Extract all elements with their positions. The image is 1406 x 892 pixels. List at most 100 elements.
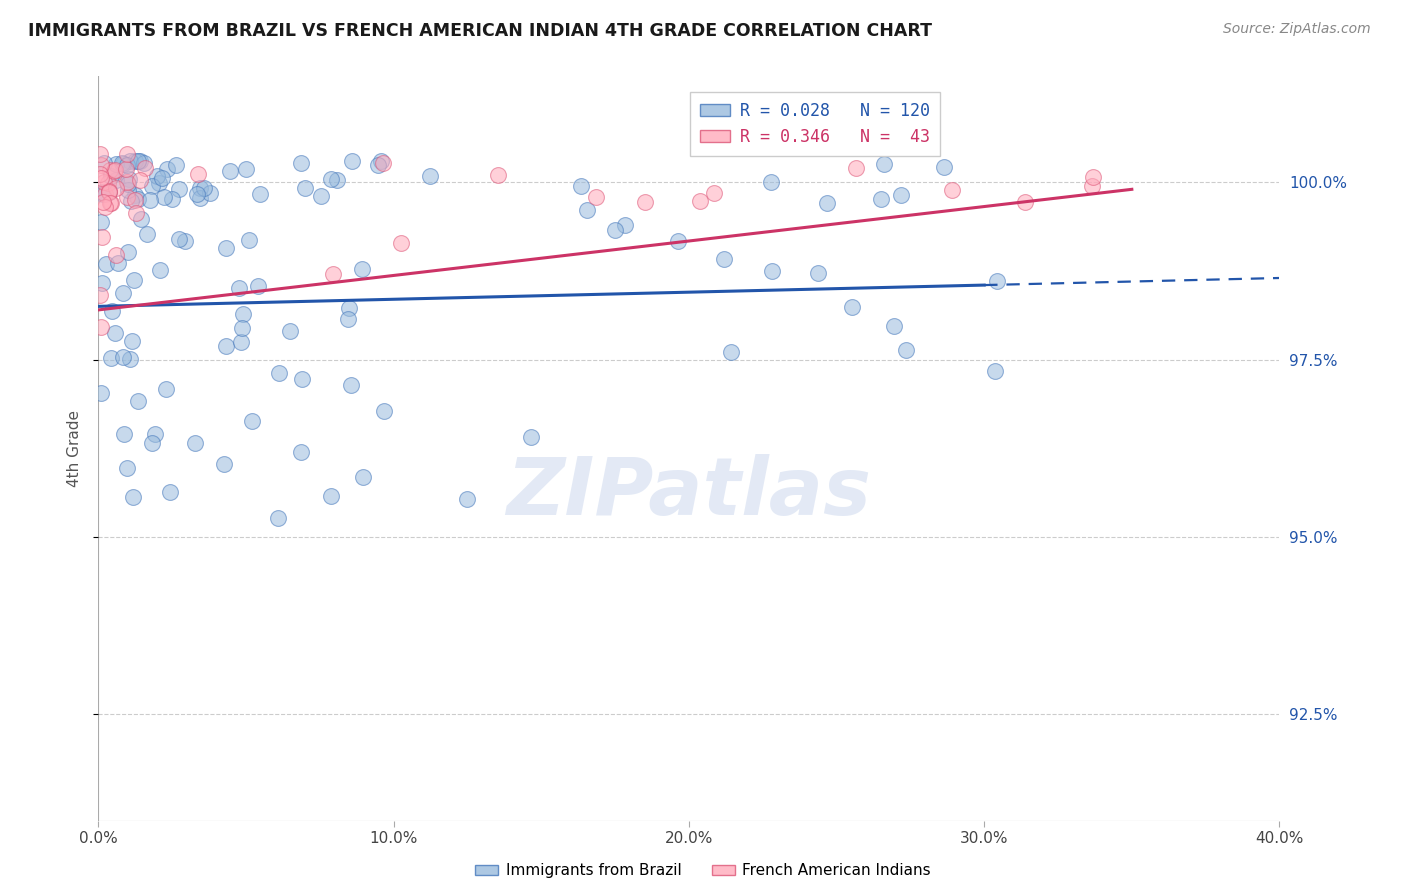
Point	[815, 195, 838, 210]
Point	[117, 183, 139, 197]
Point	[91, 186, 114, 201]
Point	[143, 427, 166, 442]
Point	[91, 185, 114, 199]
Point	[117, 244, 139, 259]
Point	[104, 248, 127, 262]
Point	[187, 168, 209, 182]
Point	[1081, 179, 1104, 194]
Point	[100, 195, 122, 210]
Point	[124, 188, 146, 202]
Point	[141, 178, 163, 193]
Point	[103, 163, 125, 178]
Point	[269, 367, 291, 381]
Point	[214, 457, 236, 471]
Point	[585, 190, 607, 204]
Point	[703, 186, 725, 200]
Point	[1081, 169, 1104, 184]
Point	[389, 235, 412, 250]
Point	[124, 153, 146, 168]
Point	[325, 172, 347, 186]
Point	[107, 256, 129, 270]
Point	[141, 435, 163, 450]
Point	[93, 175, 115, 189]
Point	[215, 241, 238, 255]
Point	[370, 153, 392, 168]
Point	[115, 146, 138, 161]
Point	[228, 281, 250, 295]
Point	[934, 161, 956, 175]
Point	[337, 311, 360, 326]
Point	[246, 278, 269, 293]
Point	[419, 169, 441, 183]
Point	[159, 485, 181, 500]
Point	[986, 274, 1008, 288]
Point	[309, 189, 332, 203]
Point	[456, 491, 478, 506]
Point	[114, 162, 136, 177]
Point	[231, 320, 253, 334]
Point	[127, 153, 149, 168]
Point	[129, 211, 152, 226]
Point	[127, 393, 149, 408]
Point	[101, 303, 124, 318]
Point	[90, 171, 112, 186]
Point	[614, 218, 637, 232]
Point	[186, 187, 208, 202]
Point	[139, 194, 162, 208]
Point	[89, 168, 111, 182]
Point	[184, 436, 207, 450]
Point	[121, 334, 143, 348]
Point	[98, 196, 121, 211]
Point	[983, 364, 1005, 378]
Point	[249, 186, 271, 201]
Point	[761, 264, 783, 278]
Point	[100, 351, 122, 365]
Point	[90, 215, 112, 229]
Legend: Immigrants from Brazil, French American Indians: Immigrants from Brazil, French American …	[468, 857, 938, 884]
Point	[873, 156, 896, 170]
Point	[193, 180, 215, 194]
Point	[218, 163, 240, 178]
Point	[117, 177, 139, 191]
Point	[890, 187, 912, 202]
Point	[165, 157, 187, 171]
Point	[98, 162, 121, 177]
Point	[845, 161, 868, 175]
Point	[100, 169, 122, 183]
Point	[115, 189, 138, 203]
Point	[352, 261, 374, 276]
Point	[110, 155, 132, 169]
Point	[89, 146, 111, 161]
Point	[112, 426, 135, 441]
Point	[761, 175, 783, 189]
Point	[373, 404, 395, 418]
Point	[267, 510, 290, 524]
Point	[98, 184, 121, 198]
Point	[111, 350, 134, 364]
Point	[689, 194, 711, 208]
Point	[124, 193, 146, 207]
Point	[605, 223, 627, 237]
Point	[89, 288, 111, 302]
Point	[146, 169, 169, 183]
Point	[291, 371, 314, 385]
Point	[149, 262, 172, 277]
Point	[90, 230, 112, 244]
Point	[290, 445, 312, 459]
Point	[122, 490, 145, 504]
Text: IMMIGRANTS FROM BRAZIL VS FRENCH AMERICAN INDIAN 4TH GRADE CORRELATION CHART: IMMIGRANTS FROM BRAZIL VS FRENCH AMERICA…	[28, 22, 932, 40]
Point	[215, 339, 238, 353]
Point	[112, 157, 135, 171]
Point	[98, 185, 121, 199]
Point	[120, 194, 142, 209]
Point	[188, 180, 211, 194]
Point	[229, 334, 252, 349]
Point	[352, 470, 374, 484]
Point	[1014, 194, 1036, 209]
Point	[93, 156, 115, 170]
Point	[167, 181, 190, 195]
Point	[94, 186, 117, 201]
Point	[340, 377, 363, 392]
Point	[118, 172, 141, 186]
Point	[941, 183, 963, 197]
